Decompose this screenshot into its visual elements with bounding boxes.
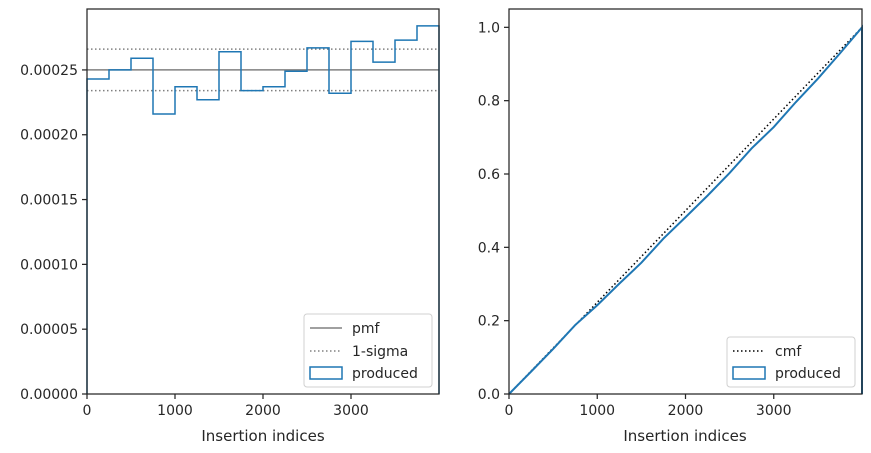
cmf-x-tick-label: 0	[505, 403, 514, 419]
cmf-x-axis-label: Insertion indices	[623, 427, 746, 445]
cmf-x-tick-label: 1000	[579, 403, 615, 419]
cmf-legend-label-cmf: cmf	[775, 344, 802, 360]
cmf-legend: cmf produced	[726, 336, 856, 388]
cmf-legend-label-produced: produced	[775, 366, 841, 382]
pmf-y-tick-label: 0.00025	[20, 63, 78, 79]
pmf-y-tick-label: 0.00015	[20, 193, 78, 209]
cmf-y-tick-label: 0.4	[478, 240, 500, 256]
pmf-y-tick-label: 0.00005	[20, 322, 78, 338]
pmf-legend-label-pmf: pmf	[352, 321, 381, 337]
produced-histogram-step	[86, 25, 440, 394]
cmf-y-tick-label: 1.0	[478, 20, 500, 36]
pmf-y-tick-label: 0.00020	[20, 128, 78, 144]
cmf-y-tick-label: 0.6	[478, 167, 500, 183]
cmf-y-tick-label: 0.8	[478, 94, 500, 110]
pmf-x-tick-label: 2000	[245, 403, 281, 419]
pmf-y-tick-label: 0.00000	[20, 387, 78, 403]
cmf-plot-area	[508, 24, 863, 395]
pmf-legend-label-produced: produced	[352, 366, 418, 382]
cmf-legend-box	[726, 336, 856, 388]
pmf-x-tick-label: 3000	[333, 403, 369, 419]
pmf-y-axis: 0.00000 0.00005 0.00010 0.00015 0.00020 0.000…	[20, 63, 87, 403]
cmf-chart-panel: 0.0 0.2 0.4 0.6 0.8 1.0 0 1000 2000 3000 Inserti…	[478, 8, 863, 445]
pmf-x-tick-label: 1000	[157, 403, 193, 419]
pmf-x-axis: 0 1000 2000 3000	[83, 394, 369, 419]
pmf-legend: pmf 1-sigma produced	[303, 313, 433, 388]
produced-cumulative-line	[508, 24, 863, 395]
cmf-legend-swatch-produced	[732, 366, 766, 380]
pmf-chart-panel: 0.00000 0.00005 0.00010 0.00015 0.00020 0.000…	[20, 8, 440, 445]
cmf-x-axis: 0 1000 2000 3000	[505, 394, 792, 419]
cmf-y-axis: 0.0 0.2 0.4 0.6 0.8 1.0	[478, 20, 509, 403]
cmf-y-tick-label: 0.2	[478, 314, 500, 330]
pmf-legend-box	[303, 313, 433, 388]
cmf-x-tick-label: 2000	[668, 403, 704, 419]
pmf-y-tick-label: 0.00010	[20, 257, 78, 273]
pmf-legend-label-1-sigma: 1-sigma	[352, 344, 408, 360]
pmf-x-axis-label: Insertion indices	[201, 427, 324, 445]
cmf-x-tick-label: 3000	[756, 403, 792, 419]
cmf-y-tick-label: 0.0	[478, 387, 500, 403]
pmf-plot-area	[86, 25, 440, 394]
pmf-legend-swatch-produced	[309, 366, 343, 380]
pmf-x-tick-label: 0	[83, 403, 92, 419]
